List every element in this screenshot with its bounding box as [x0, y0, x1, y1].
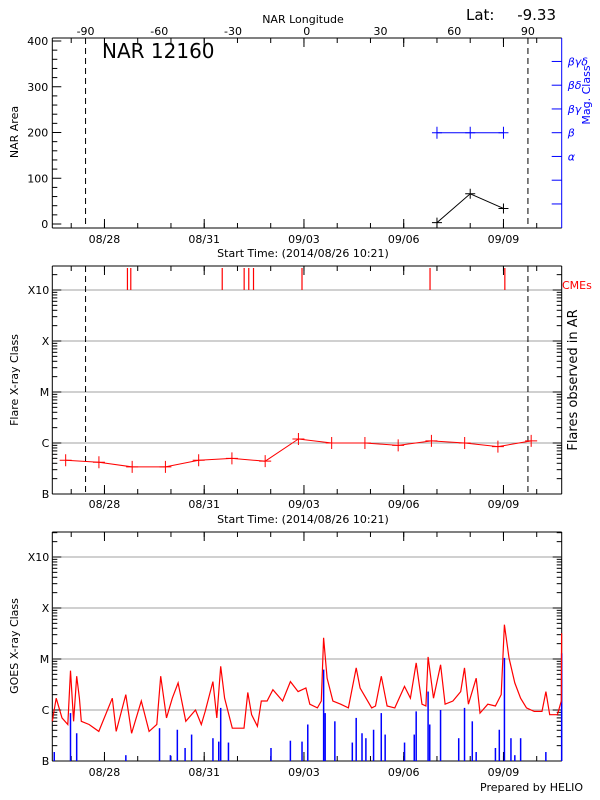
nar-area-point	[498, 203, 509, 214]
nar-area-point	[431, 217, 442, 228]
middle-x-tick-label: 08/28	[89, 498, 121, 511]
bottom-y-tick-label: C	[42, 704, 50, 717]
mag-class-tick-label: β	[567, 127, 575, 140]
flare-point	[292, 432, 305, 445]
flare-point	[92, 456, 105, 469]
mag-class-tick-label: βγ	[567, 103, 582, 116]
mag-class-point	[431, 126, 442, 139]
middle-x-tick-label: 09/03	[288, 498, 320, 511]
flare-point	[358, 437, 371, 449]
lat-label: Lat:	[466, 6, 494, 24]
top-y-tick-label: 100	[27, 172, 48, 185]
lat-value: -9.33	[517, 6, 556, 24]
flare-point	[425, 434, 438, 447]
flare-point	[126, 460, 139, 473]
top-y-tick-label: 400	[27, 35, 48, 48]
region-label: NAR 12160	[102, 39, 215, 63]
bottom-x-tick-label: 08/31	[188, 766, 220, 779]
bottom-x-tick-label: 09/06	[388, 766, 420, 779]
top-ylabel: NAR Area	[8, 106, 21, 158]
top-y-tick-label: 300	[27, 81, 48, 94]
longitude-axis-label: NAR Longitude	[262, 13, 344, 26]
flare-point	[192, 454, 205, 467]
flare-point	[325, 437, 338, 449]
goes-long-line	[51, 624, 563, 734]
middle-x-tick-label: 09/09	[488, 498, 520, 511]
middle-xlabel: Start Time: (2014/08/26 10:21)	[217, 513, 389, 526]
longitude-tick-label: -60	[150, 25, 168, 38]
middle-y-tick-label: X	[42, 335, 50, 348]
middle-x-tick-label: 08/31	[188, 498, 220, 511]
top-y-tick-label: 200	[27, 127, 48, 140]
longitude-tick-label: -30	[224, 25, 242, 38]
middle-y-tick-label: B	[42, 488, 50, 501]
top-x-tick-label: 09/06	[388, 233, 420, 246]
mag-class-tick-label: βδ	[567, 79, 582, 92]
flare-point	[491, 440, 504, 453]
top-x-tick-label: 08/28	[89, 233, 121, 246]
flare-point	[458, 437, 471, 449]
top-xlabel: Start Time: (2014/08/26 10:21)	[217, 247, 389, 260]
nar-area-point	[465, 188, 476, 199]
middle-x-tick-label: 09/06	[388, 498, 420, 511]
flare-point	[259, 455, 272, 468]
longitude-tick-label: 90	[521, 25, 535, 38]
flares-observed-label: Flares observed in AR	[566, 309, 581, 450]
mag-class-tick-label: βγδ	[567, 55, 589, 68]
top-y-tick-label: 0	[41, 218, 48, 231]
bottom-y-tick-label: B	[42, 755, 50, 768]
flare-point	[159, 460, 172, 473]
flare-point	[225, 452, 238, 465]
middle-y-tick-label: C	[42, 437, 50, 450]
top-x-tick-label: 08/31	[188, 233, 220, 246]
longitude-tick-label: 60	[447, 25, 461, 38]
longitude-tick-label: -90	[77, 25, 95, 38]
bottom-x-tick-label: 08/28	[89, 766, 121, 779]
longitude-tick-label: 0	[303, 25, 310, 38]
middle-ylabel: Flare X-ray Class	[8, 334, 21, 426]
mag-class-point	[498, 126, 509, 139]
flare-point	[59, 454, 72, 467]
middle-y-tick-label: M	[40, 386, 50, 399]
cme-label: CMEs	[562, 279, 592, 292]
mag-class-point	[465, 126, 476, 139]
longitude-tick-label: 30	[373, 25, 387, 38]
footer-credit: Prepared by HELIO	[480, 781, 583, 794]
bottom-y-tick-label: X	[42, 602, 50, 615]
top-x-tick-label: 09/03	[288, 233, 320, 246]
bottom-x-tick-label: 09/09	[488, 766, 520, 779]
top-x-tick-label: 09/09	[488, 233, 520, 246]
bottom-ylabel: GOES X-ray Class	[8, 598, 21, 694]
flare-point	[525, 434, 538, 447]
middle-y-tick-label: X10	[28, 284, 50, 297]
flare-point	[392, 439, 405, 452]
bottom-x-tick-label: 09/03	[288, 766, 320, 779]
mag-class-tick-label: α	[568, 150, 576, 163]
bottom-y-tick-label: X10	[28, 551, 50, 564]
bottom-y-tick-label: M	[40, 653, 50, 666]
mag-class-label: Mag. Class	[580, 65, 593, 124]
